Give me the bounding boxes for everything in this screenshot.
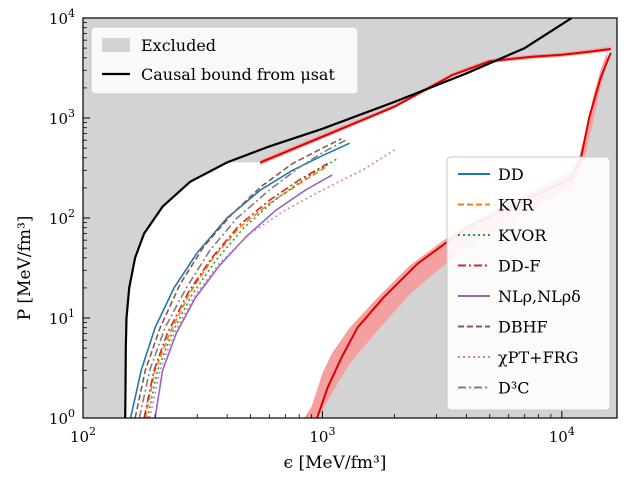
series-line-kvor: [146, 158, 338, 418]
legend-top: Excluded Causal bound from μsat: [90, 26, 359, 95]
legend-causal-label: Causal bound from μsat: [141, 65, 335, 84]
series-line-dbhf: [134, 138, 342, 418]
legend-label: KVOR: [498, 226, 547, 245]
legend-excluded-label: Excluded: [141, 36, 216, 55]
legend-models-entries: DD KVR KVOR DD-F NLρ,NLρδ DBHF χPT+FRG D³C: [458, 165, 581, 398]
causal-bound-line: [124, 18, 573, 418]
legend-label: DD-F: [498, 257, 540, 276]
y-axis-label: P [MeV/fm³]: [15, 216, 35, 321]
legend-label: DD: [498, 165, 524, 184]
x-axis-label: ϵ [MeV/fm³]: [284, 453, 387, 473]
legend-models: DD KVR KVOR DD-F NLρ,NLρδ DBHF χPT+FRG D³C: [446, 156, 611, 411]
legend-top-box: [90, 26, 359, 95]
upper-boundary-line: [259, 48, 611, 164]
model-series-layer: [129, 138, 395, 418]
series-line-kvr: [144, 165, 328, 418]
legend-excluded-swatch: [102, 38, 130, 52]
legend-label: DBHF: [498, 318, 548, 337]
series-line-d-c: [138, 139, 346, 418]
legend-label: KVR: [498, 196, 535, 215]
series-line-nl-nl-: [154, 174, 333, 418]
legend-label: NLρ,NLρδ: [498, 287, 581, 306]
legend-label: χPT+FRG: [498, 348, 578, 367]
legend-label: D³C: [498, 379, 529, 398]
legend-models-box: [446, 156, 611, 411]
allowed-region: [125, 49, 611, 418]
